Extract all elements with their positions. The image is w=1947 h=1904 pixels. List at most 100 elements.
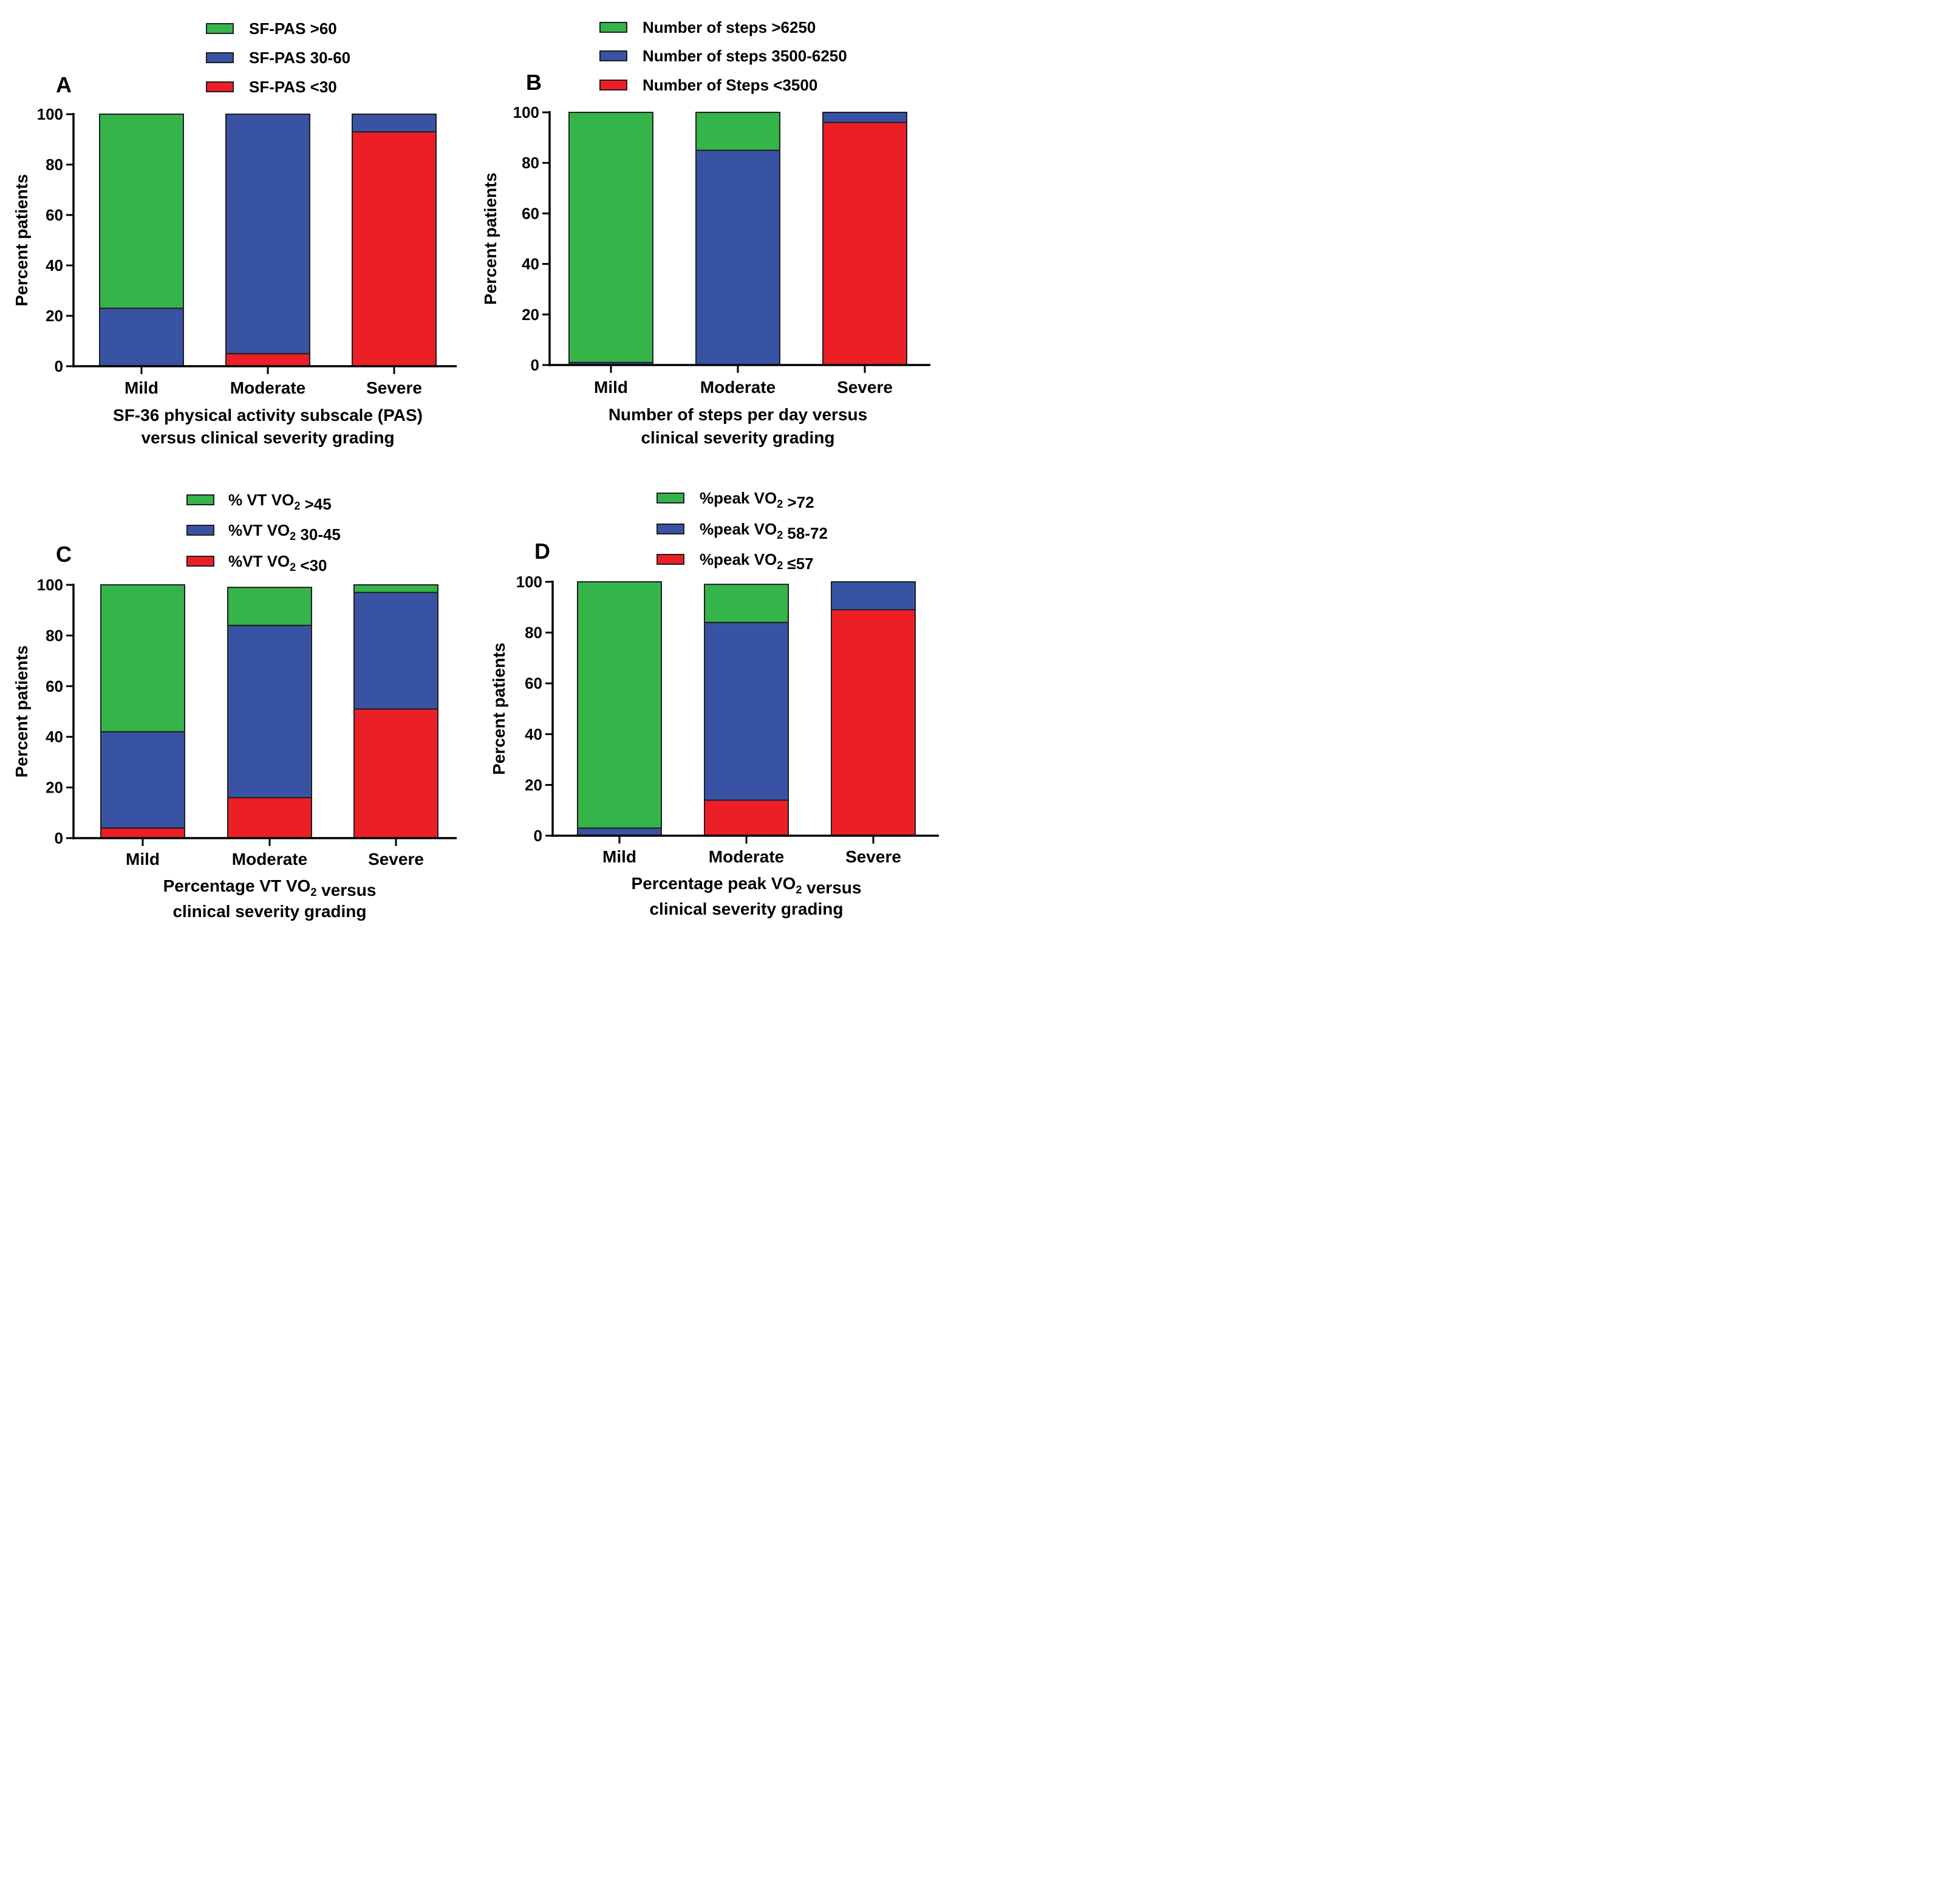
y-tick-label: 20 — [46, 307, 63, 325]
x-tick-label: Moderate — [700, 378, 776, 397]
bar-segment-moderate-low — [225, 353, 310, 367]
bar-segment-mild-low — [100, 827, 185, 839]
bar-segment-severe-high — [353, 584, 438, 593]
y-tick-label: 80 — [46, 155, 63, 174]
bar-segment-moderate-low — [704, 799, 789, 836]
legend-swatch — [599, 22, 627, 33]
x-tick-label: Severe — [837, 378, 893, 397]
bar-segment-severe-mid — [831, 581, 916, 610]
x-axis-title: Percentage VT VO2 versus — [163, 876, 377, 899]
y-tick-label: 60 — [46, 206, 63, 224]
y-tick-label: 80 — [46, 626, 63, 644]
chart-panel-a: A SF-PAS >60 SF-PAS 30-60 SF-PAS <30 Mild Mod… — [12, 19, 457, 447]
legend-swatch — [599, 50, 627, 61]
legend-swatch — [206, 81, 234, 92]
legend-swatch — [186, 556, 214, 567]
panel-letter: C — [56, 542, 72, 567]
x-tick-label: Severe — [845, 847, 901, 866]
chart-panel-d: D %peak VO2 >72 %peak VO2 58-72 %peak VO2 ≤… — [489, 489, 939, 918]
y-tick-label: 40 — [46, 728, 63, 746]
x-axis-title: SF-36 physical activity subscale (PAS) — [113, 406, 423, 425]
y-tick-label: 40 — [46, 256, 63, 275]
legend-label: Number of Steps <3500 — [643, 76, 817, 94]
y-tick-label: 100 — [516, 573, 542, 591]
y-tick-label: 100 — [37, 105, 63, 123]
y-tick-label: 0 — [55, 829, 63, 847]
panel-letter: D — [534, 539, 550, 564]
x-axis-title: versus clinical severity grading — [141, 428, 394, 447]
bar-segment-moderate-mid — [227, 624, 312, 799]
bar-segment-severe-low — [352, 131, 437, 367]
bar-segment-mild-high — [568, 112, 653, 363]
x-tick-label: Moderate — [709, 847, 784, 866]
bar-segment-moderate-high — [227, 587, 312, 626]
x-axis-title: clinical severity grading — [172, 902, 366, 921]
legend-label: %VT VO2 <30 — [228, 552, 327, 575]
bar-segment-moderate-high — [695, 112, 780, 151]
bar-segment-moderate-mid — [225, 114, 310, 355]
y-axis-title: Percent patients — [489, 643, 508, 775]
legend-label: Number of steps 3500-6250 — [643, 47, 847, 65]
legend-swatch — [656, 493, 684, 503]
panel-letter: B — [526, 70, 542, 95]
x-axis-title: clinical severity grading — [649, 899, 843, 918]
legend-swatch — [656, 524, 684, 534]
y-tick-label: 0 — [534, 827, 542, 845]
x-axis-title: Percentage peak VO2 versus — [632, 874, 862, 897]
y-axis-title: Percent patients — [12, 646, 31, 778]
legend-label: Number of steps >6250 — [643, 18, 816, 36]
legend-label: %peak VO2 >72 — [700, 489, 814, 511]
y-tick-label: 20 — [525, 776, 542, 794]
x-tick-label: Moderate — [232, 850, 307, 868]
x-axis-title: Number of steps per day versus — [609, 405, 867, 424]
y-tick-label: 60 — [522, 204, 539, 222]
bar-segment-mild-mid — [577, 827, 662, 836]
bar-segment-moderate-high — [704, 584, 789, 623]
y-tick-label: 80 — [525, 624, 542, 642]
x-tick-label: Mild — [126, 850, 160, 868]
y-axis-title: Percent patients — [481, 172, 500, 305]
legend-swatch — [599, 80, 627, 90]
bar-segment-moderate-mid — [695, 149, 780, 366]
y-tick-label: 60 — [525, 674, 542, 692]
legend-label: % VT VO2 >45 — [228, 491, 332, 513]
x-tick-label: Mild — [124, 378, 159, 397]
x-tick-label: Moderate — [230, 378, 305, 397]
legend-label: %peak VO2 58-72 — [700, 520, 828, 542]
bar-segment-severe-low — [822, 121, 907, 366]
x-tick-label: Severe — [368, 850, 424, 868]
y-axis-title: Percent patients — [12, 174, 31, 307]
bar-segment-severe-low — [831, 609, 916, 836]
bar-segment-mild-high — [100, 584, 185, 732]
y-tick-label: 20 — [46, 779, 63, 797]
legend-swatch — [186, 494, 214, 505]
panel-letter: A — [56, 72, 72, 97]
y-tick-label: 0 — [531, 356, 539, 374]
bar-segment-mild-high — [99, 114, 184, 309]
bar-segment-mild-mid — [100, 731, 185, 829]
legend-label: %peak VO2 ≤57 — [700, 550, 814, 573]
legend-label: %VT VO2 30-45 — [228, 521, 341, 544]
x-tick-label: Mild — [602, 847, 636, 866]
bar-segment-mild-mid — [99, 307, 184, 367]
chart-panel-c: C % VT VO2 >45 %VT VO2 30-45 %VT VO2 <30 Mil… — [12, 491, 457, 921]
y-tick-label: 40 — [525, 725, 542, 743]
y-tick-label: 80 — [522, 154, 539, 172]
y-tick-label: 60 — [46, 677, 63, 695]
bar-segment-severe-mid — [353, 592, 438, 710]
legend-swatch — [206, 52, 234, 63]
x-axis-title: clinical severity grading — [641, 428, 834, 447]
y-tick-label: 0 — [55, 357, 63, 375]
y-tick-label: 100 — [37, 576, 63, 594]
bar-segment-mild-high — [577, 581, 662, 829]
bar-segment-moderate-mid — [704, 621, 789, 801]
bar-segment-severe-mid — [352, 114, 437, 133]
y-tick-label: 20 — [522, 305, 539, 324]
y-tick-label: 100 — [513, 103, 539, 121]
y-tick-label: 40 — [522, 255, 539, 273]
bar-segment-moderate-low — [227, 797, 312, 839]
legend-swatch — [206, 23, 234, 34]
bar-segment-severe-mid — [822, 112, 907, 123]
legend-label: SF-PAS <30 — [249, 78, 337, 96]
legend-label: SF-PAS 30-60 — [249, 49, 350, 67]
